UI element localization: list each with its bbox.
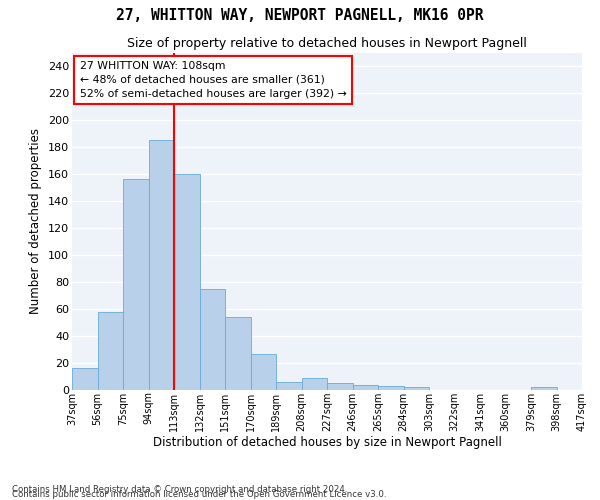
Bar: [327, 383, 353, 390]
Bar: [123, 180, 149, 390]
Bar: [199, 289, 225, 390]
Bar: [97, 312, 123, 390]
Bar: [174, 174, 199, 390]
Bar: [149, 140, 174, 390]
Bar: [72, 368, 97, 390]
Bar: [251, 354, 276, 390]
Text: Contains HM Land Registry data © Crown copyright and database right 2024.: Contains HM Land Registry data © Crown c…: [12, 484, 347, 494]
Bar: [225, 317, 251, 390]
Bar: [302, 378, 327, 390]
X-axis label: Distribution of detached houses by size in Newport Pagnell: Distribution of detached houses by size …: [152, 436, 502, 450]
Text: Contains public sector information licensed under the Open Government Licence v3: Contains public sector information licen…: [12, 490, 386, 499]
Bar: [531, 388, 557, 390]
Title: Size of property relative to detached houses in Newport Pagnell: Size of property relative to detached ho…: [127, 37, 527, 50]
Bar: [353, 384, 378, 390]
Text: 27, WHITTON WAY, NEWPORT PAGNELL, MK16 0PR: 27, WHITTON WAY, NEWPORT PAGNELL, MK16 0…: [116, 8, 484, 22]
Bar: [404, 388, 429, 390]
Bar: [378, 386, 404, 390]
Text: 27 WHITTON WAY: 108sqm
← 48% of detached houses are smaller (361)
52% of semi-de: 27 WHITTON WAY: 108sqm ← 48% of detached…: [80, 61, 346, 99]
Y-axis label: Number of detached properties: Number of detached properties: [29, 128, 43, 314]
Bar: [276, 382, 302, 390]
